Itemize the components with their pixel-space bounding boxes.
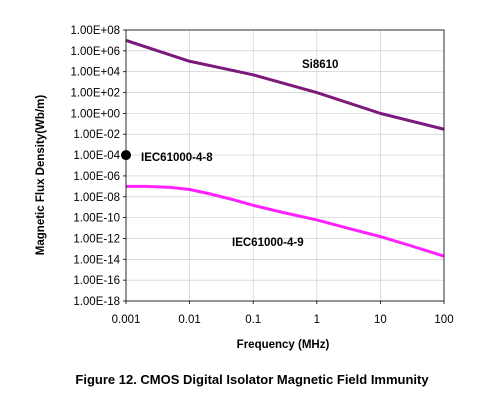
plot-frame — [125, 29, 445, 302]
grid — [125, 29, 445, 302]
x-tick-label: 0.01 — [178, 314, 200, 326]
y-tick-label: 1.00E-08 — [73, 192, 120, 204]
x-tick-label: 10 — [374, 314, 387, 326]
y-tick-label: 1.00E+00 — [70, 108, 120, 120]
y-tick-label: 1.00E+06 — [70, 46, 120, 58]
series-line-1 — [126, 184, 445, 258]
iec61000-4-9-label: IEC61000-4-9 — [232, 237, 304, 249]
y-tick-label: 1.00E-10 — [73, 213, 120, 225]
y-tick-label: 1.00E-16 — [73, 275, 120, 287]
x-tick-label: 100 — [434, 314, 453, 326]
series-line-0 — [125, 38, 445, 131]
y-tick-label: 1.00E-18 — [73, 296, 120, 308]
y-tick-label: 1.00E-06 — [73, 171, 120, 183]
series-layer — [125, 38, 445, 258]
y-axis-ticks: 1.00E+08 1.00E+06 1.00E+04 1.00E+02 1.00E+00… — [70, 25, 126, 308]
y-tick-label: 1.00E-12 — [73, 233, 120, 245]
y-tick-label: 1.00E+08 — [70, 25, 120, 37]
y-tick-label: 1.00E-02 — [73, 129, 120, 141]
x-axis-ticks: 0.001 0.01 0.1 1 10 100 — [112, 301, 454, 326]
x-axis-label: Frequency (MHz) — [237, 339, 330, 351]
magnetic-immunity-chart: 1.00E+08 1.00E+06 1.00E+04 1.00E+02 1.00E+00… — [35, 25, 454, 351]
y-axis-label: Magnetic Flux Density(Wb/m) — [35, 95, 47, 256]
si8610-label: Si8610 — [302, 59, 338, 71]
y-tick-label: 1.00E+02 — [70, 88, 120, 100]
y-tick-label: 1.00E-14 — [73, 254, 120, 266]
iec61000-4-8-label: IEC61000-4-8 — [141, 152, 213, 164]
y-tick-label: 1.00E+04 — [70, 67, 120, 79]
x-tick-label: 0.001 — [112, 314, 141, 326]
y-tick-label: 1.00E-04 — [73, 150, 120, 162]
x-tick-label: 1 — [314, 314, 320, 326]
x-tick-label: 0.1 — [245, 314, 261, 326]
figure-caption: Figure 12. CMOS Digital Isolator Magneti… — [75, 372, 429, 387]
